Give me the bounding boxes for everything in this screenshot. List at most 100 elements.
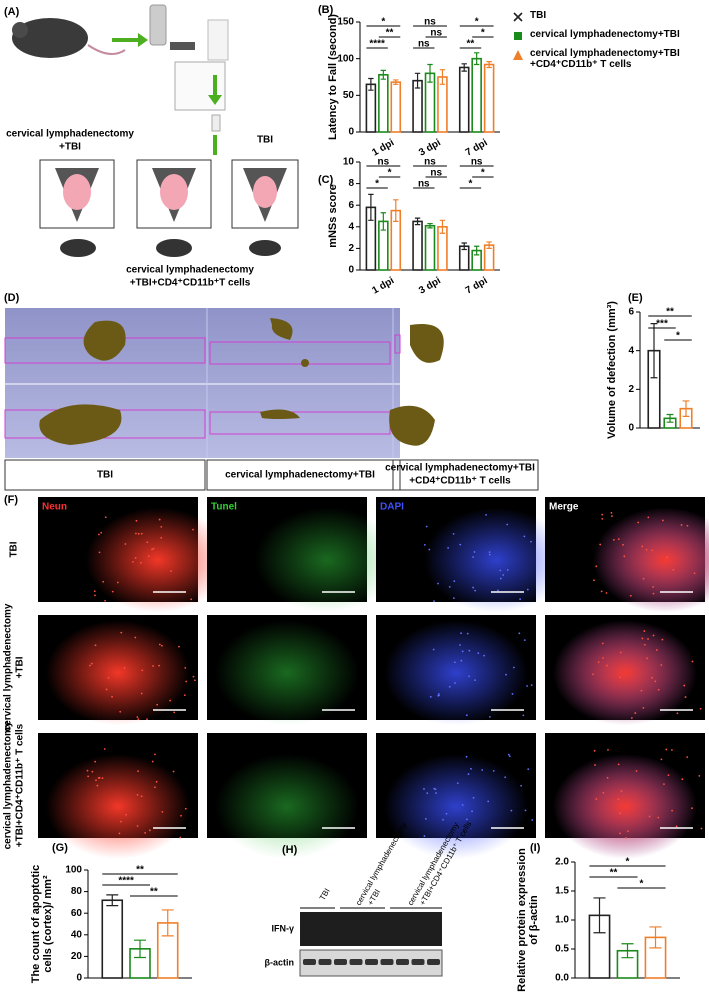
protein-label: β-actin bbox=[265, 957, 295, 967]
cell-dot bbox=[698, 774, 701, 777]
x-tick-label: 3 dpi bbox=[417, 137, 443, 158]
y-tick-label: 2.0 bbox=[555, 857, 569, 868]
y-tick-label: 100 bbox=[65, 865, 82, 876]
cell-dot bbox=[675, 825, 678, 828]
cell-dot bbox=[599, 543, 602, 546]
group-label: cervical lymphadenectomy+TBI bbox=[225, 470, 375, 481]
y-tick-label: 40 bbox=[71, 929, 83, 940]
y-tick-label: 80 bbox=[71, 886, 83, 897]
cell-dot bbox=[160, 525, 163, 528]
panel-label: (B) bbox=[318, 4, 334, 16]
y-tick-label: 8 bbox=[348, 178, 354, 189]
significance-label: * bbox=[481, 168, 485, 179]
cell-dot bbox=[601, 517, 604, 520]
cell-dot bbox=[645, 548, 648, 551]
cell-dot bbox=[433, 787, 436, 790]
cell-dot bbox=[657, 688, 660, 691]
band bbox=[318, 959, 332, 965]
significance-label: * bbox=[468, 179, 472, 190]
cell-dot bbox=[459, 543, 462, 546]
band bbox=[427, 959, 440, 965]
error-bar bbox=[461, 63, 467, 72]
cell-dot bbox=[94, 644, 97, 647]
legend-item: TBI bbox=[512, 10, 704, 23]
cell-dot bbox=[483, 654, 486, 657]
cell-dot bbox=[619, 676, 622, 679]
group-label: cervical lymphadenectomy bbox=[6, 129, 134, 140]
significance-label: * bbox=[388, 168, 392, 179]
cell-dot bbox=[468, 649, 471, 652]
panel-label: (F) bbox=[4, 494, 18, 506]
cell-dot bbox=[98, 551, 101, 554]
cell-dot bbox=[91, 770, 94, 773]
cell-dot bbox=[661, 638, 664, 641]
stain-signal bbox=[46, 620, 190, 726]
cell-dot bbox=[511, 693, 514, 695]
cell-dot bbox=[102, 580, 105, 583]
cell-dot bbox=[523, 535, 526, 538]
cell-dot bbox=[520, 784, 523, 787]
cell-dot bbox=[499, 569, 502, 572]
cell-dot bbox=[470, 767, 472, 770]
y-tick-label: 1.0 bbox=[555, 915, 569, 926]
cell-dot bbox=[154, 786, 156, 789]
band bbox=[396, 959, 409, 965]
cell-dot bbox=[107, 676, 110, 679]
cell-dot bbox=[183, 694, 186, 697]
cell-dot bbox=[472, 586, 475, 589]
cell-dot bbox=[526, 588, 529, 591]
significance-label: * bbox=[640, 879, 644, 890]
cell-dot bbox=[663, 783, 665, 786]
cell-dot bbox=[681, 778, 684, 781]
significance-label: ns bbox=[430, 28, 442, 39]
protein-label: IFN-γ bbox=[272, 923, 295, 933]
cell-dot bbox=[100, 531, 103, 534]
band bbox=[365, 959, 378, 965]
cell-dot bbox=[472, 556, 474, 558]
x-tick-label: 3 dpi bbox=[417, 275, 443, 296]
cell-dot bbox=[158, 643, 161, 646]
error-bar bbox=[106, 894, 119, 907]
cell-dot bbox=[424, 818, 427, 820]
cell-dot bbox=[518, 632, 521, 635]
cell-dot bbox=[506, 568, 509, 571]
cell-dot bbox=[169, 699, 171, 702]
cell-dot bbox=[623, 555, 626, 558]
cell-dot bbox=[505, 673, 507, 676]
cell-dot bbox=[178, 645, 180, 648]
y-tick-label: 0 bbox=[628, 423, 634, 434]
legend: TBI cervical lymphadenectomy+TBI cervical … bbox=[512, 10, 704, 76]
band bbox=[303, 959, 316, 965]
cell-dot bbox=[468, 675, 470, 678]
cell-dot bbox=[619, 832, 621, 835]
y-tick-label: 0 bbox=[348, 265, 354, 276]
cell-dot bbox=[93, 590, 96, 593]
cell-dot bbox=[454, 661, 456, 664]
cell-dot bbox=[487, 800, 490, 803]
cell-dot bbox=[467, 773, 470, 775]
cell-dot bbox=[97, 777, 100, 779]
significance-label: ** bbox=[467, 39, 475, 50]
cell-dot bbox=[147, 555, 150, 558]
cell-dot bbox=[119, 710, 122, 713]
band bbox=[349, 959, 363, 965]
cell-dot bbox=[95, 779, 97, 782]
cell-dot bbox=[423, 543, 426, 546]
significance-label: ns bbox=[471, 157, 483, 168]
y-axis-label: The count of apoptotic bbox=[30, 865, 42, 984]
cell-dot bbox=[672, 568, 675, 571]
cell-dot bbox=[87, 775, 90, 778]
cell-dot bbox=[101, 777, 104, 780]
cell-dot bbox=[640, 689, 643, 692]
cell-dot bbox=[691, 660, 694, 663]
cell-dot bbox=[423, 835, 426, 837]
cell-dot bbox=[120, 631, 123, 634]
error-bar bbox=[473, 245, 480, 256]
bar bbox=[378, 74, 389, 133]
cell-dot bbox=[136, 716, 139, 718]
legend-marker bbox=[513, 50, 523, 60]
row-label: TBI bbox=[9, 541, 20, 557]
significance-label: * bbox=[626, 857, 630, 868]
cell-dot bbox=[601, 642, 604, 645]
cell-dot bbox=[459, 644, 461, 646]
